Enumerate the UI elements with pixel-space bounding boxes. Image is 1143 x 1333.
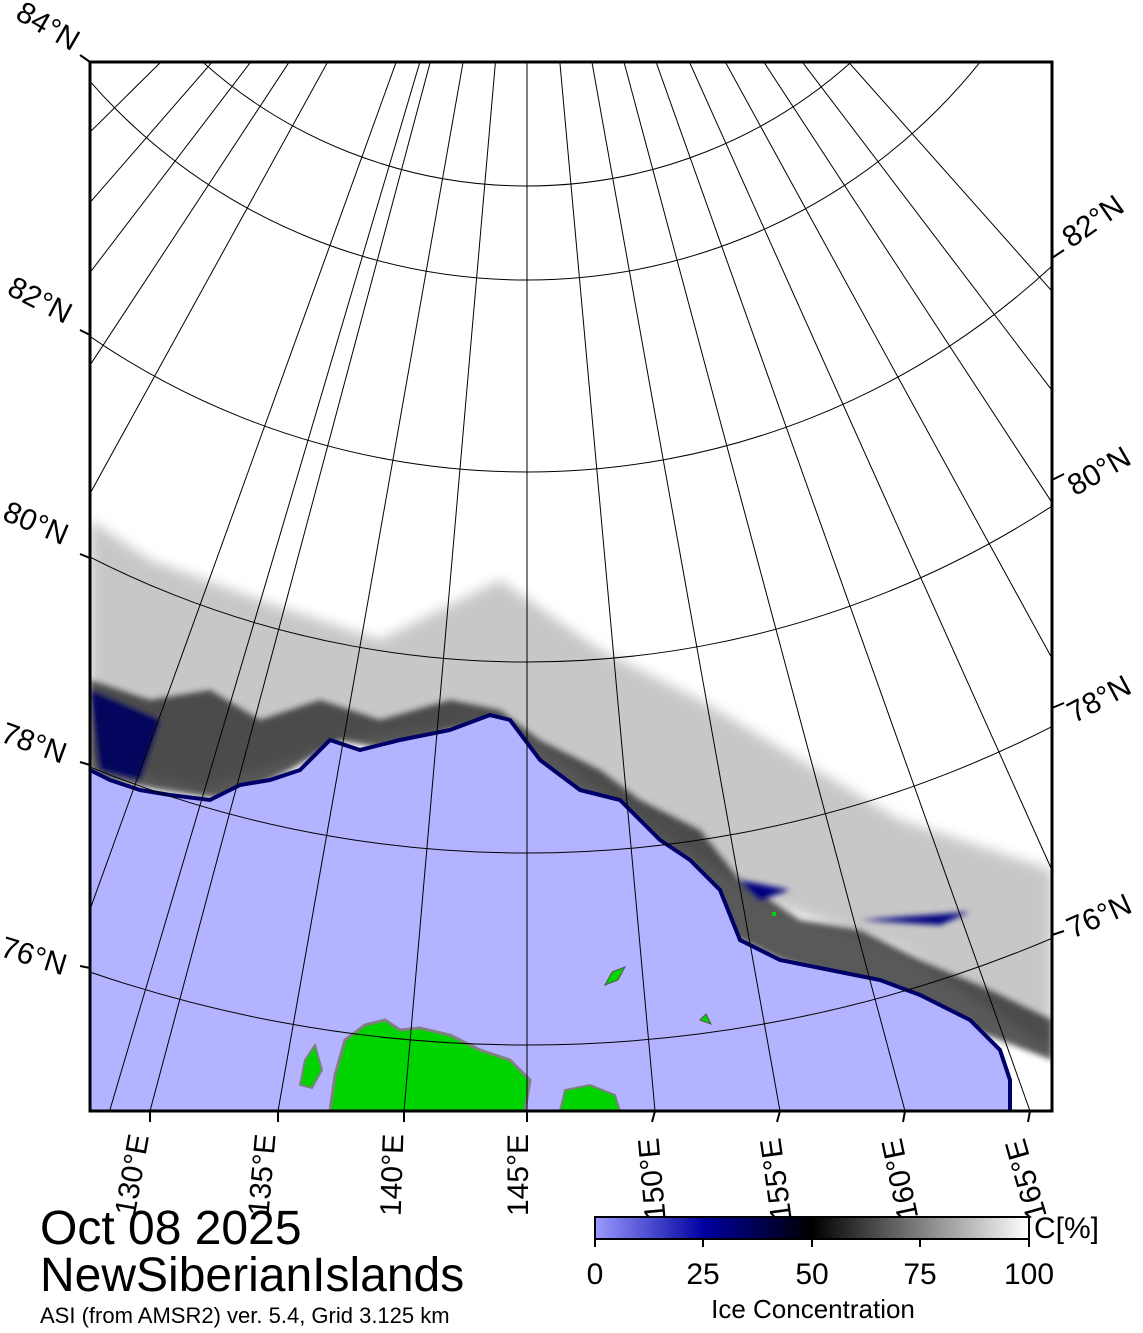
- region-name: NewSiberianIslands: [40, 1249, 465, 1302]
- colorbar-tick: 0: [586, 1258, 604, 1291]
- lon-label-145e: 145°E: [502, 1133, 536, 1217]
- map-frame: [88, 60, 1054, 1113]
- colorbar: [594, 1216, 1030, 1240]
- open-water: [90, 715, 1010, 1111]
- ice-edge: [90, 712, 1012, 1111]
- data-source: ASI (from AMSR2) ver. 5.4, Grid 3.125 km: [40, 1303, 450, 1328]
- ice-texture: [90, 520, 1052, 1050]
- colorbar-tick: 100: [1003, 1258, 1055, 1291]
- map-date: Oct 08 2025: [40, 1202, 302, 1255]
- colorbar-title: Ice Concentration: [711, 1294, 915, 1324]
- colorbar-ticks: [594, 1239, 1030, 1247]
- colorbar-unit: C[%]: [1034, 1212, 1100, 1245]
- new-siberian-islands: [298, 912, 776, 1111]
- lon-label-140e: 140°E: [374, 1133, 411, 1217]
- axis-ticks: [79, 54, 1065, 1123]
- colorbar-tick: 75: [903, 1258, 937, 1291]
- colorbar-tick: 50: [795, 1258, 829, 1291]
- lon-label-150e: 150°E: [632, 1136, 673, 1222]
- colorbar-tick: 25: [686, 1258, 720, 1291]
